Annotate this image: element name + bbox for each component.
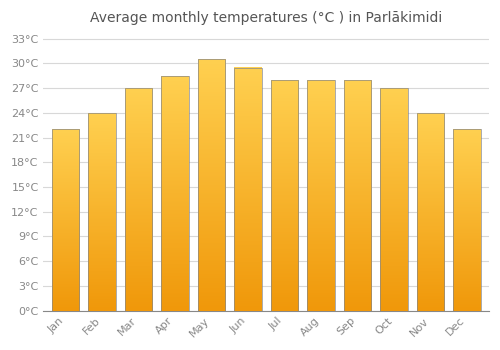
Bar (308, 80, 334, 310)
Bar (52, 129, 79, 310)
Title: Average monthly temperatures (°C ) in Parlākimidi: Average monthly temperatures (°C ) in Pa… (90, 11, 443, 25)
Bar (198, 59, 225, 310)
Bar (380, 88, 407, 310)
Bar (454, 129, 480, 310)
Bar (88, 113, 116, 310)
Bar (344, 80, 371, 310)
Bar (270, 80, 298, 310)
Bar (124, 88, 152, 310)
Bar (417, 113, 444, 310)
Bar (161, 76, 188, 310)
Bar (234, 68, 262, 310)
